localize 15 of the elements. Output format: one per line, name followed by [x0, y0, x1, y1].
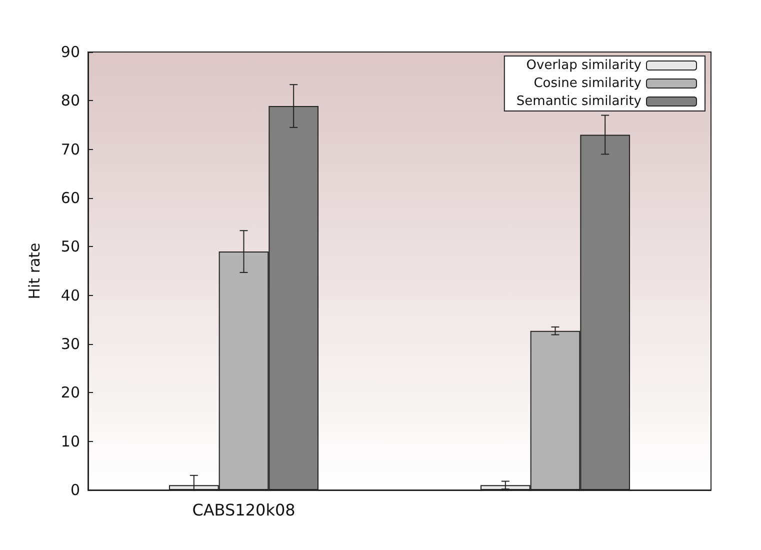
y-tick-label: 40 [60, 286, 80, 304]
y-tick-label: 30 [60, 335, 80, 353]
legend-label: Cosine similarity [534, 76, 642, 91]
y-tick-label: 80 [60, 92, 80, 110]
y-tick-label: 10 [60, 432, 80, 450]
legend-label: Overlap similarity [526, 58, 642, 73]
y-tick-label: 0 [70, 481, 80, 499]
y-tick-label: 20 [60, 384, 80, 402]
x-tick-label: CABS120k08 [192, 500, 296, 520]
y-tick-label: 70 [60, 140, 80, 158]
legend-label: Semantic similarity [516, 94, 642, 109]
y-tick-label: 50 [60, 238, 80, 256]
y-axis-title: Hit rate [26, 242, 44, 300]
y-tick-label: 90 [60, 43, 80, 61]
y-tick-label: 60 [60, 189, 80, 207]
